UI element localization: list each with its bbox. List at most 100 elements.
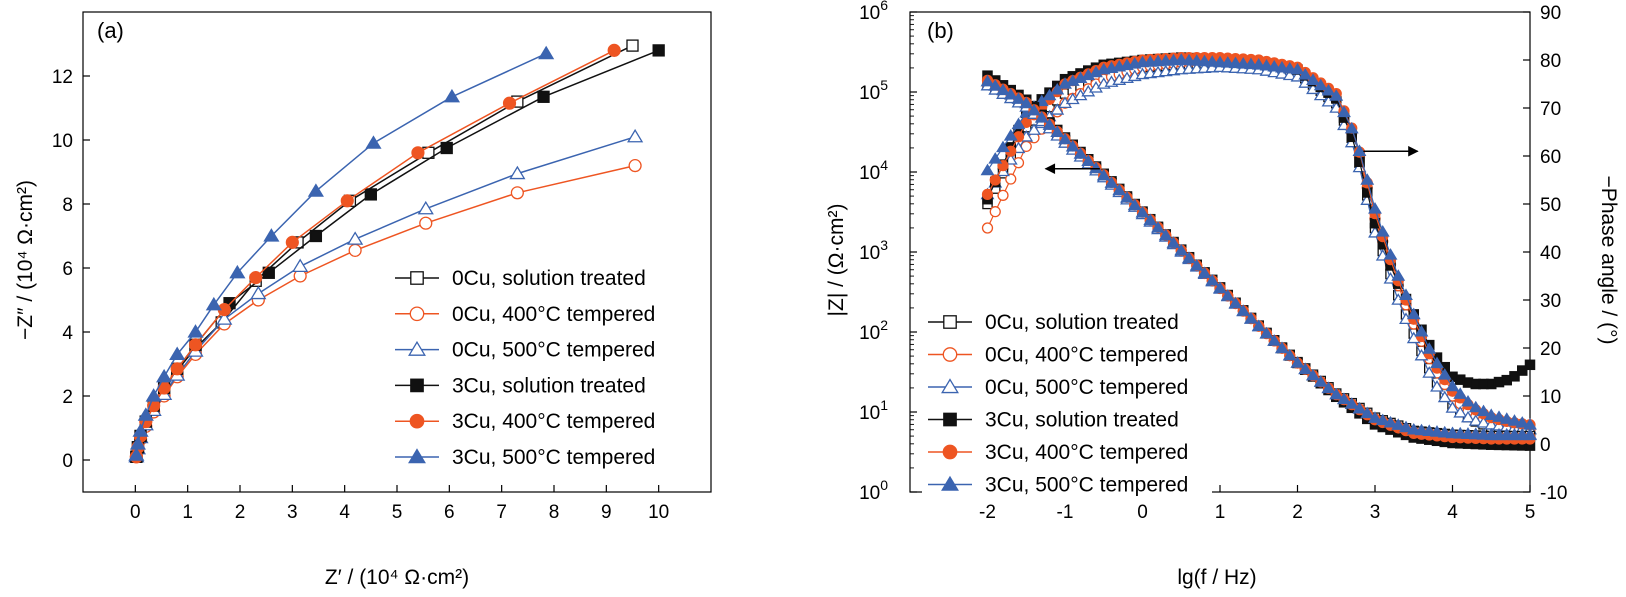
- panel-b-phase-point: [1344, 121, 1359, 134]
- panel-b-phase-point: [1313, 78, 1328, 91]
- panel-a-data-point: [419, 216, 433, 230]
- panel-b-modulus-point: [1321, 381, 1336, 394]
- panel-b-legend-marker: [941, 475, 959, 491]
- panel-a-data-point: [145, 388, 162, 402]
- panel-a-data-point: [340, 194, 354, 208]
- panel-a-data-point: [216, 311, 233, 325]
- panel-b-phase-point: [1189, 54, 1204, 66]
- panel-b-phase-point: [996, 140, 1010, 153]
- panel-b-y-tick-label: 101: [859, 397, 888, 424]
- panel-b-legend-label: 0Cu, 500°C tempered: [985, 376, 1188, 399]
- panel-b-legend-marker: [942, 347, 958, 362]
- panel-a-x-tick-label: 3: [287, 502, 298, 523]
- panel-b-modulus-point: [1073, 147, 1088, 159]
- panel-b-modulus-point: [1290, 356, 1305, 368]
- panel-b-modulus-point: [1344, 397, 1359, 409]
- panel-b-phase-point: [1220, 56, 1235, 68]
- panel-b-legend-marker: [943, 412, 957, 427]
- panel-b-modulus-point: [1282, 348, 1297, 361]
- panel-a-x-tick-label: 5: [392, 502, 403, 523]
- panel-b-phase-point: [1290, 62, 1305, 75]
- panel-b-y-tick-label: 100: [859, 477, 888, 504]
- panel-a-x-tick-label: 10: [648, 502, 669, 523]
- panel-b-x-tick-label: 1: [1215, 502, 1226, 523]
- panel-b-phase-point: [1515, 416, 1530, 428]
- panel-a-x-tick-label: 9: [601, 502, 612, 523]
- panel-b-phase-point: [1406, 307, 1421, 320]
- panel-b-modulus-point: [1244, 311, 1258, 324]
- panel-a-y-axis-label: −Z″ / (10⁴ Ω·cm²): [14, 180, 37, 340]
- panel-b-x-tick-label: -2: [979, 502, 996, 523]
- panel-b-y2-axis-label: −Phase angle / (°): [1597, 176, 1620, 345]
- panel-b-phase-point: [981, 222, 994, 234]
- panel-b-modulus-point: [1329, 387, 1344, 400]
- panel-b-phase-point: [1468, 400, 1483, 413]
- panel-b-phase-point: [1213, 55, 1227, 68]
- panel-b-modulus-point: [980, 74, 995, 87]
- panel-b-legend-label: 3Cu, solution treated: [985, 409, 1179, 432]
- panel-b-phase-point: [1003, 129, 1018, 141]
- panel-b-legend-label: 3Cu, 400°C tempered: [985, 441, 1188, 464]
- panel-a-x-tick-label: 0: [130, 502, 141, 523]
- panel-b-y-tick-exponent: 2: [880, 317, 888, 333]
- panel-b-phase-point: [1422, 366, 1437, 378]
- panel-b-phase-point: [1005, 173, 1017, 185]
- panel-b-modulus-point: [1368, 411, 1382, 423]
- panel-b-modulus-point: [1065, 139, 1080, 152]
- panel-b-phase-point: [1337, 105, 1351, 118]
- panel-b-x-tick-label: 0: [1137, 502, 1148, 523]
- panel-b-phase-point: [1430, 380, 1444, 392]
- panel-b-modulus-point: [1430, 425, 1444, 437]
- panel-b-phase-point: [1244, 57, 1258, 70]
- panel-a-data-point: [510, 186, 524, 200]
- panel-b-modulus-point: [1189, 258, 1204, 271]
- panel-b-phase-point: [1524, 359, 1536, 371]
- panel-a-legend-label: 0Cu, 500°C tempered: [452, 339, 655, 362]
- panel-b-legend-label: 0Cu, 400°C tempered: [985, 344, 1188, 367]
- panel-b-phase-point: [1027, 123, 1041, 135]
- panel-a-y-tick-label: 0: [62, 451, 73, 472]
- panel-b-y2-tick-label: 70: [1540, 99, 1561, 120]
- panel-b-phase-point: [1468, 414, 1483, 426]
- panel-a-data-point: [292, 258, 309, 273]
- panel-a-data-point: [440, 141, 453, 155]
- panel-b-modulus-point: [1151, 221, 1165, 233]
- panel-b-y-tick-exponent: 0: [880, 477, 888, 493]
- panel-b-phase-point: [1236, 57, 1251, 69]
- panel-a-data-point: [652, 44, 665, 57]
- panel-b-y2-tick-label: 20: [1540, 339, 1561, 360]
- panel-b-phase-point: [1461, 394, 1475, 407]
- panel-b-phase-point: [988, 152, 1003, 164]
- panel-b-modulus-point: [1360, 406, 1375, 419]
- panel-b-phase-point: [1445, 379, 1460, 392]
- panel-a-data-point: [229, 264, 246, 279]
- panel-a-y-tick-label: 2: [62, 387, 73, 408]
- panel-b-phase-point: [1430, 356, 1444, 369]
- panel-b-modulus-point: [1337, 392, 1351, 405]
- panel-a-data-point: [307, 183, 324, 197]
- panel-b-modulus-point: [1306, 368, 1320, 381]
- panel-b-x-tick-label: 2: [1292, 502, 1303, 523]
- panel-b-phase-point: [1282, 61, 1297, 74]
- panel-a-data-point: [188, 338, 203, 352]
- panel-b-y2-tick-label: 90: [1540, 3, 1561, 24]
- panel-b-y-tick-exponent: 1: [880, 397, 888, 413]
- panel-a-data-point: [205, 296, 222, 311]
- panel-a-legend-marker: [410, 271, 424, 285]
- panel-a-data-point: [347, 231, 364, 245]
- panel-a-data-point: [628, 159, 642, 173]
- panel-b-phase-point: [1453, 406, 1468, 418]
- panel-b-phase-point: [1197, 54, 1212, 67]
- panel-a-data-point: [132, 423, 149, 437]
- panel-b-modulus-point: [1166, 236, 1181, 248]
- panel-b-phase-point: [1011, 117, 1026, 130]
- panel-b-y2-tick-label: 30: [1540, 291, 1561, 312]
- panel-a-x-tick-label: 1: [182, 502, 193, 523]
- panel-a-y-tick-label: 12: [52, 67, 73, 88]
- panel-a-legend-label: 3Cu, 500°C tempered: [452, 446, 655, 469]
- panel-a-data-point: [128, 447, 145, 461]
- panel-a-data-point: [502, 96, 517, 110]
- panel-a-x-tick-label: 7: [496, 502, 507, 523]
- panel-a-data-point: [187, 324, 204, 338]
- panel-a-data-point: [309, 229, 323, 243]
